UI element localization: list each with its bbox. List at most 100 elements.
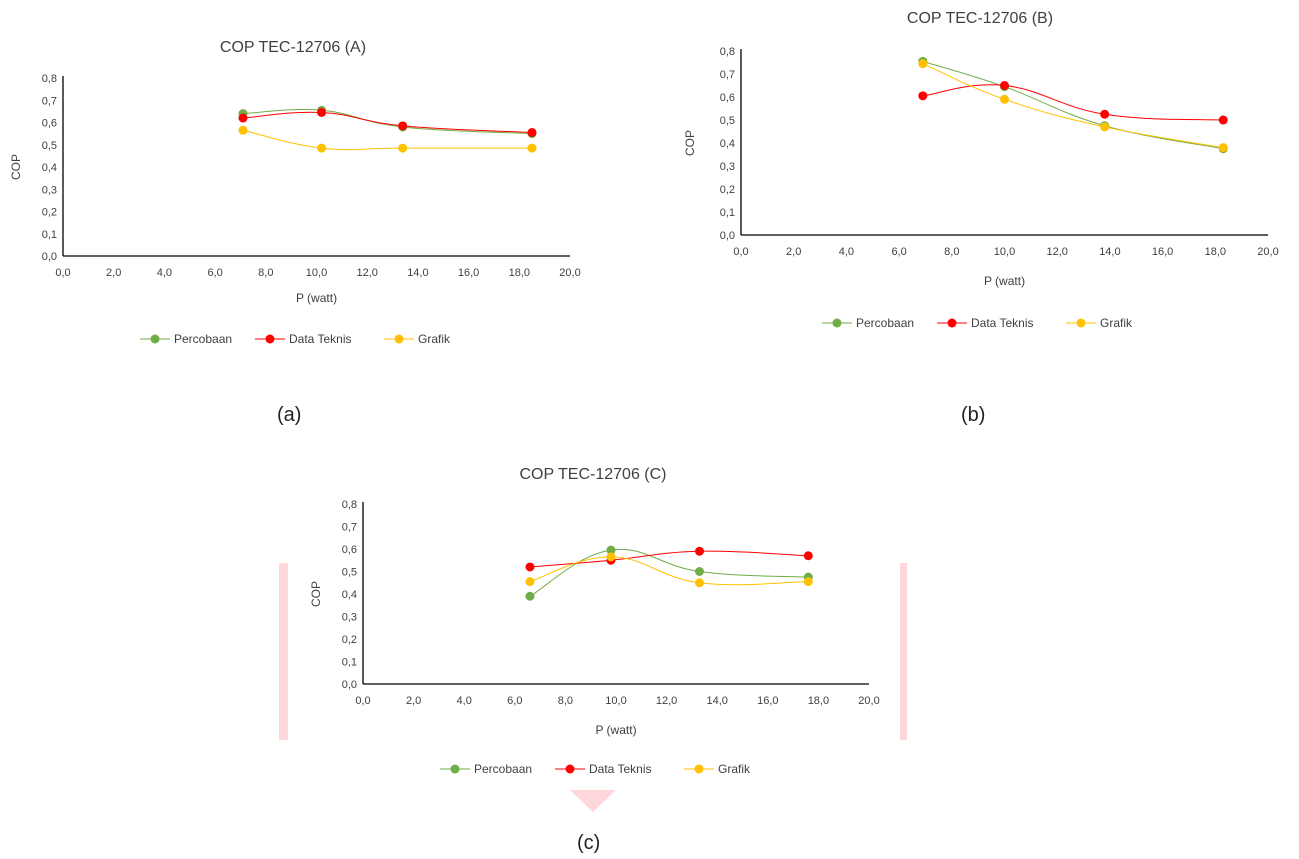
data-point-grafik	[527, 143, 537, 153]
legend-label-grafik: Grafik	[718, 762, 751, 776]
legend-label-data-teknis: Data Teknis	[971, 316, 1033, 330]
x-tick-label: 6,0	[891, 246, 906, 258]
data-point-percobaan	[606, 545, 616, 555]
series-line-data-teknis	[922, 84, 1224, 121]
y-tick-label: 0,7	[42, 95, 57, 107]
y-tick-label: 0,4	[42, 162, 57, 174]
y-tick-label: 0,3	[42, 184, 57, 196]
x-axis-label: P (watt)	[296, 291, 337, 305]
data-point-grafik	[238, 125, 248, 135]
y-tick-label: 0,2	[720, 184, 735, 196]
chart-title-a: COP TEC-12706 (A)	[220, 39, 366, 56]
y-axis-label: COP	[683, 130, 697, 156]
chart-a: COP TEC-12706 (A) 0,0 0,1 0,2 0,3 0,4 0,5 0,6 0,…	[9, 39, 581, 346]
data-point-data-teknis	[238, 113, 248, 123]
legend-marker-percobaan	[450, 764, 460, 774]
x-tick-label: 2,0	[786, 246, 801, 258]
x-tick-label: 4,0	[457, 695, 472, 707]
y-tick-label: 0,6	[342, 544, 357, 556]
y-tick-label: 0,5	[42, 140, 57, 152]
y-tick-label: 0,8	[720, 46, 735, 58]
data-point-grafik	[606, 552, 616, 562]
x-tick-label: 18,0	[509, 267, 530, 279]
x-tick-label: 18,0	[1205, 246, 1226, 258]
data-point-data-teknis	[525, 562, 535, 572]
chart-title-c: COP TEC-12706 (C)	[519, 466, 666, 483]
y-tick-label: 0,7	[720, 69, 735, 81]
x-tick-label: 8,0	[258, 267, 273, 279]
data-point-data-teknis	[1000, 81, 1009, 90]
y-tick-label: 0,1	[720, 207, 735, 219]
series-line-grafik	[242, 129, 532, 151]
data-point-grafik	[803, 577, 813, 587]
x-tick-label: 20,0	[858, 695, 879, 707]
x-tick-label: 12,0	[356, 267, 377, 279]
data-point-grafik	[918, 59, 928, 69]
y-tick-label: 0,0	[42, 251, 57, 263]
y-tick-label: 0,5	[720, 115, 735, 127]
chart-panel-a: COP TEC-12706 (A) 0,0 0,1 0,2 0,3 0,4 0,5 0,6 0,…	[0, 0, 600, 360]
y-tick-label: 0,8	[342, 499, 357, 511]
data-point-grafik	[1000, 94, 1009, 104]
x-axis-label: P (watt)	[984, 274, 1025, 288]
legend-marker-percobaan	[832, 318, 842, 328]
chart-c: COP TEC-12706 (C) 0,0 0,1 0,2 0,3 0,4 0,5 0,6 0,…	[309, 466, 880, 776]
legend-label-grafik: Grafik	[418, 332, 451, 346]
x-tick-label: 20,0	[1257, 246, 1278, 258]
x-tick-label: 2,0	[106, 267, 121, 279]
data-point-data-teknis	[918, 91, 928, 101]
legend-label-data-teknis: Data Teknis	[289, 332, 351, 346]
x-tick-label: 16,0	[757, 695, 778, 707]
data-point-data-teknis	[527, 128, 537, 138]
series-line-percobaan	[529, 548, 809, 597]
x-tick-label: 14,0	[706, 695, 727, 707]
data-point-data-teknis	[1100, 109, 1110, 119]
data-point-data-teknis	[398, 121, 408, 131]
data-point-grafik	[1100, 122, 1110, 132]
y-tick-label: 0,3	[342, 612, 357, 624]
x-tick-label: 14,0	[1099, 246, 1120, 258]
legend-marker-percobaan	[150, 334, 160, 344]
x-tick-label: 0,0	[733, 246, 748, 258]
data-point-data-teknis	[694, 546, 704, 556]
legend-label-percobaan: Percobaan	[856, 316, 914, 330]
legend-marker-grafik	[694, 764, 704, 774]
y-tick-label: 0,1	[42, 229, 57, 241]
caption-b: (b)	[961, 404, 986, 426]
x-tick-label: 4,0	[157, 267, 172, 279]
legend-label-data-teknis: Data Teknis	[589, 762, 651, 776]
data-point-data-teknis	[317, 107, 327, 117]
decorative-bar-right	[900, 563, 907, 740]
data-point-data-teknis	[1218, 115, 1228, 125]
y-tick-label: 0,4	[342, 589, 357, 601]
chart-title-b: COP TEC-12706 (B)	[907, 10, 1053, 27]
x-tick-label: 12,0	[656, 695, 677, 707]
data-point-grafik	[317, 143, 327, 153]
legend-label-grafik: Grafik	[1100, 316, 1133, 330]
legend-marker-grafik	[1076, 318, 1086, 328]
y-tick-label: 0,7	[342, 522, 357, 534]
x-tick-label: 20,0	[559, 267, 580, 279]
y-axis-label: COP	[309, 581, 323, 607]
y-tick-label: 0,6	[720, 92, 735, 104]
y-tick-label: 0,2	[342, 634, 357, 646]
data-point-percobaan	[694, 567, 704, 576]
legend-marker-data-teknis	[265, 334, 275, 344]
y-tick-label: 0,2	[42, 207, 57, 219]
data-point-grafik	[525, 577, 535, 587]
x-tick-label: 4,0	[839, 246, 854, 258]
y-tick-label: 0,1	[342, 657, 357, 669]
y-tick-label: 0,0	[720, 230, 735, 242]
data-point-data-teknis	[803, 551, 813, 561]
x-tick-label: 16,0	[458, 267, 479, 279]
series-line-percobaan	[922, 60, 1224, 150]
x-tick-label: 6,0	[507, 695, 522, 707]
x-tick-label: 8,0	[558, 695, 573, 707]
y-tick-label: 0,8	[42, 73, 57, 85]
y-tick-label: 0,6	[42, 118, 57, 130]
decorative-triangle	[570, 790, 616, 812]
x-tick-label: 8,0	[944, 246, 959, 258]
x-tick-label: 6,0	[207, 267, 222, 279]
series-line-grafik	[529, 556, 809, 586]
x-tick-label: 2,0	[406, 695, 421, 707]
